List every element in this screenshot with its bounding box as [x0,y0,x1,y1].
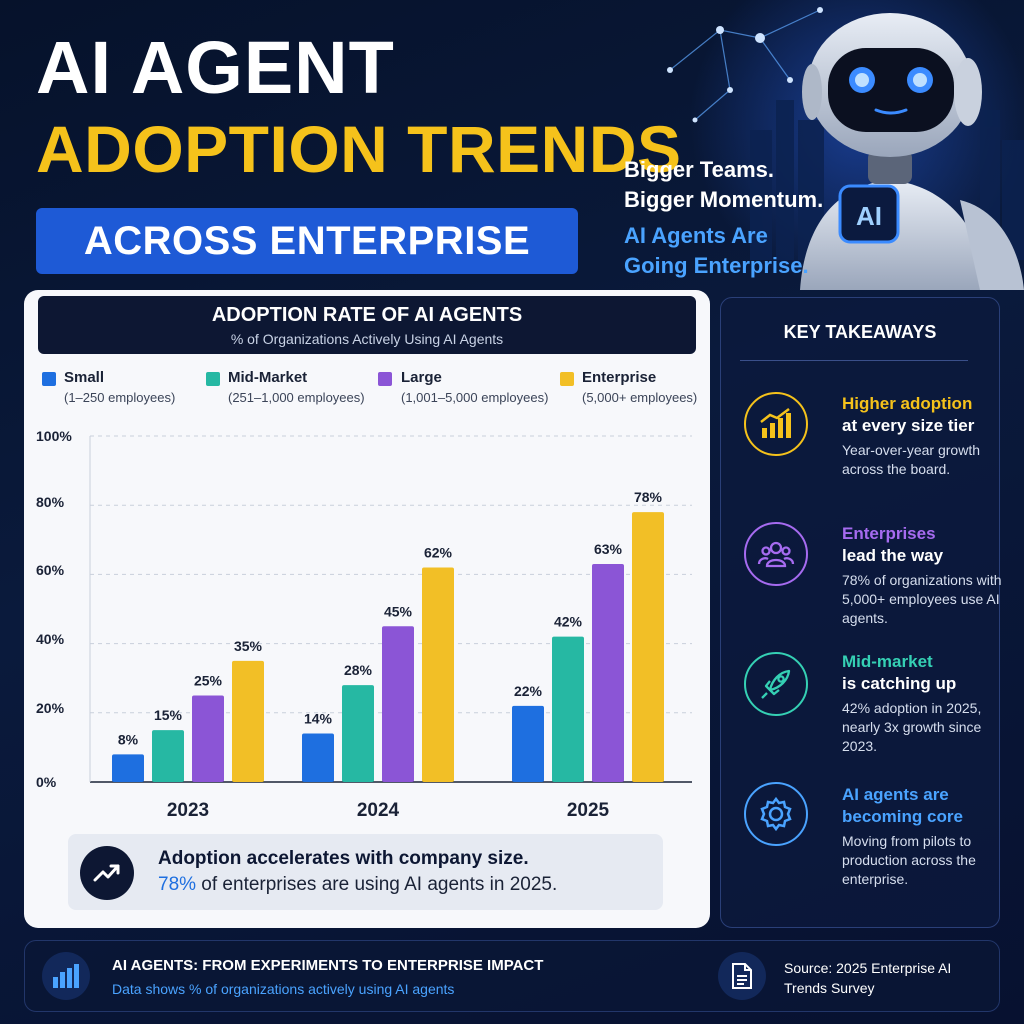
y-tick-100: 100% [36,428,72,444]
title-line-3: ACROSS ENTERPRISE SIZES [36,208,578,329]
callout-line-1: Adoption accelerates with company size. [158,848,529,869]
legend-desc-large: (1,001–5,000 employees) [401,390,549,405]
takeaway-3-body: 42% adoption in 2025, nearly 3x growth s… [842,700,982,754]
y-tick-20: 20% [36,700,65,716]
chart-title: ADOPTION RATE OF AI AGENTS [211,304,523,326]
gear-icon [744,782,808,846]
legend-desc-small: (1–250 employees) [64,390,176,405]
x-tick-label: 2024 [357,800,400,821]
takeaway-4-head: AI agents are becoming core [842,785,963,826]
takeaways-divider [740,360,968,361]
bar-chart-icon [42,952,90,1000]
rocket-icon [744,652,808,716]
takeaway-2-head: Enterprises lead the way [842,524,944,565]
data-label: 15% [154,707,183,723]
legend-swatch-mid-market [206,372,220,386]
callout-highlight: 78% [158,874,197,895]
data-label: 28% [344,662,373,678]
robot-illustration: AI [667,0,1024,290]
trend-up-icon [80,846,134,900]
chart-header [38,296,696,354]
tagline-3: AI Agents Are [624,223,768,248]
x-tick-label: 2023 [167,800,209,821]
data-label: 8% [118,731,139,747]
y-tick-60: 60% [36,562,65,578]
takeaway-3-head: Mid-market is catching up [842,652,957,693]
y-tick-80: 80% [36,494,65,510]
data-label: 45% [384,603,413,619]
takeaways-title: KEY TAKEAWAYS [783,322,937,342]
tagline-1: Bigger Teams. [624,157,774,182]
title-line-2: ADOPTION TRENDS [36,112,682,186]
footer-bar [24,940,1000,1012]
footer-title: AI AGENTS: FROM EXPERIMENTS TO ENTERPRIS… [112,957,544,974]
legend-swatch-small [42,372,56,386]
data-label: 22% [514,683,543,699]
bar-mid-market-2023 [152,730,184,782]
legend-desc-enterprise: (5,000+ employees) [582,390,698,405]
legend-swatch-enterprise [560,372,574,386]
bar-mid-market-2024 [342,685,374,782]
legend-name-enterprise: Enterprise [582,369,657,386]
y-tick-0: 0% [36,774,57,790]
bar-enterprise-2024 [422,567,454,782]
x-tick-label: 2025 [567,800,610,821]
robot-badge-text: AI [856,201,882,231]
chart-subtitle: % of Organizations Actively Using AI Age… [230,331,504,347]
data-label: 62% [424,544,453,560]
data-label: 42% [554,614,583,630]
title-line-1: AI AGENT [36,26,395,109]
bar-large-2025 [592,564,624,782]
legend-swatch-large [378,372,392,386]
bar-enterprise-2025 [632,512,664,782]
data-label: 14% [304,711,333,727]
growth-chart-icon [744,392,808,456]
tagline-2: Bigger Momentum. [624,187,824,212]
takeaway-4-body: Moving from pilots to production across … [842,833,976,887]
legend-name-mid-market: Mid-Market [228,369,308,386]
legend-name-large: Large [401,369,442,386]
data-label: 25% [194,673,223,689]
bar-chart: 8% 15% 25% 35% 2023 14% 28% 45% 62% 2024 22% 42% 63%… [89,435,692,821]
tagline-4: Going Enterprise. [624,253,809,278]
callout-line-2: 78% of enterprises are using AI agents i… [158,874,557,896]
data-label: 63% [594,541,623,557]
bar-large-2024 [382,626,414,782]
team-icon [744,522,808,586]
legend-desc-mid-market: (251–1,000 employees) [228,390,365,405]
bar-large-2023 [192,695,224,782]
takeaway-2-body: 78% of organizations with 5,000+ employe… [842,572,1002,626]
data-label: 78% [634,489,663,505]
footer-subtitle: Data shows % of organizations actively u… [112,981,455,997]
bar-small-2024 [302,733,334,782]
footer-source: Source: 2025 Enterprise AI Trends Survey [784,960,952,996]
document-icon [718,952,766,1000]
takeaway-1-head: Higher adoption at every size tier [842,394,975,435]
bar-enterprise-2023 [232,660,264,782]
callout-rest: of enterprises are using AI agents in 20… [196,874,558,895]
summary-callout [68,834,663,910]
bar-small-2023 [112,754,144,782]
y-tick-40: 40% [36,631,65,647]
takeaway-1-body: Year-over-year growth across the board. [842,442,980,477]
data-label: 35% [234,638,263,654]
bar-mid-market-2025 [552,636,584,782]
bar-small-2025 [512,705,544,782]
legend-name-small: Small [64,369,105,386]
